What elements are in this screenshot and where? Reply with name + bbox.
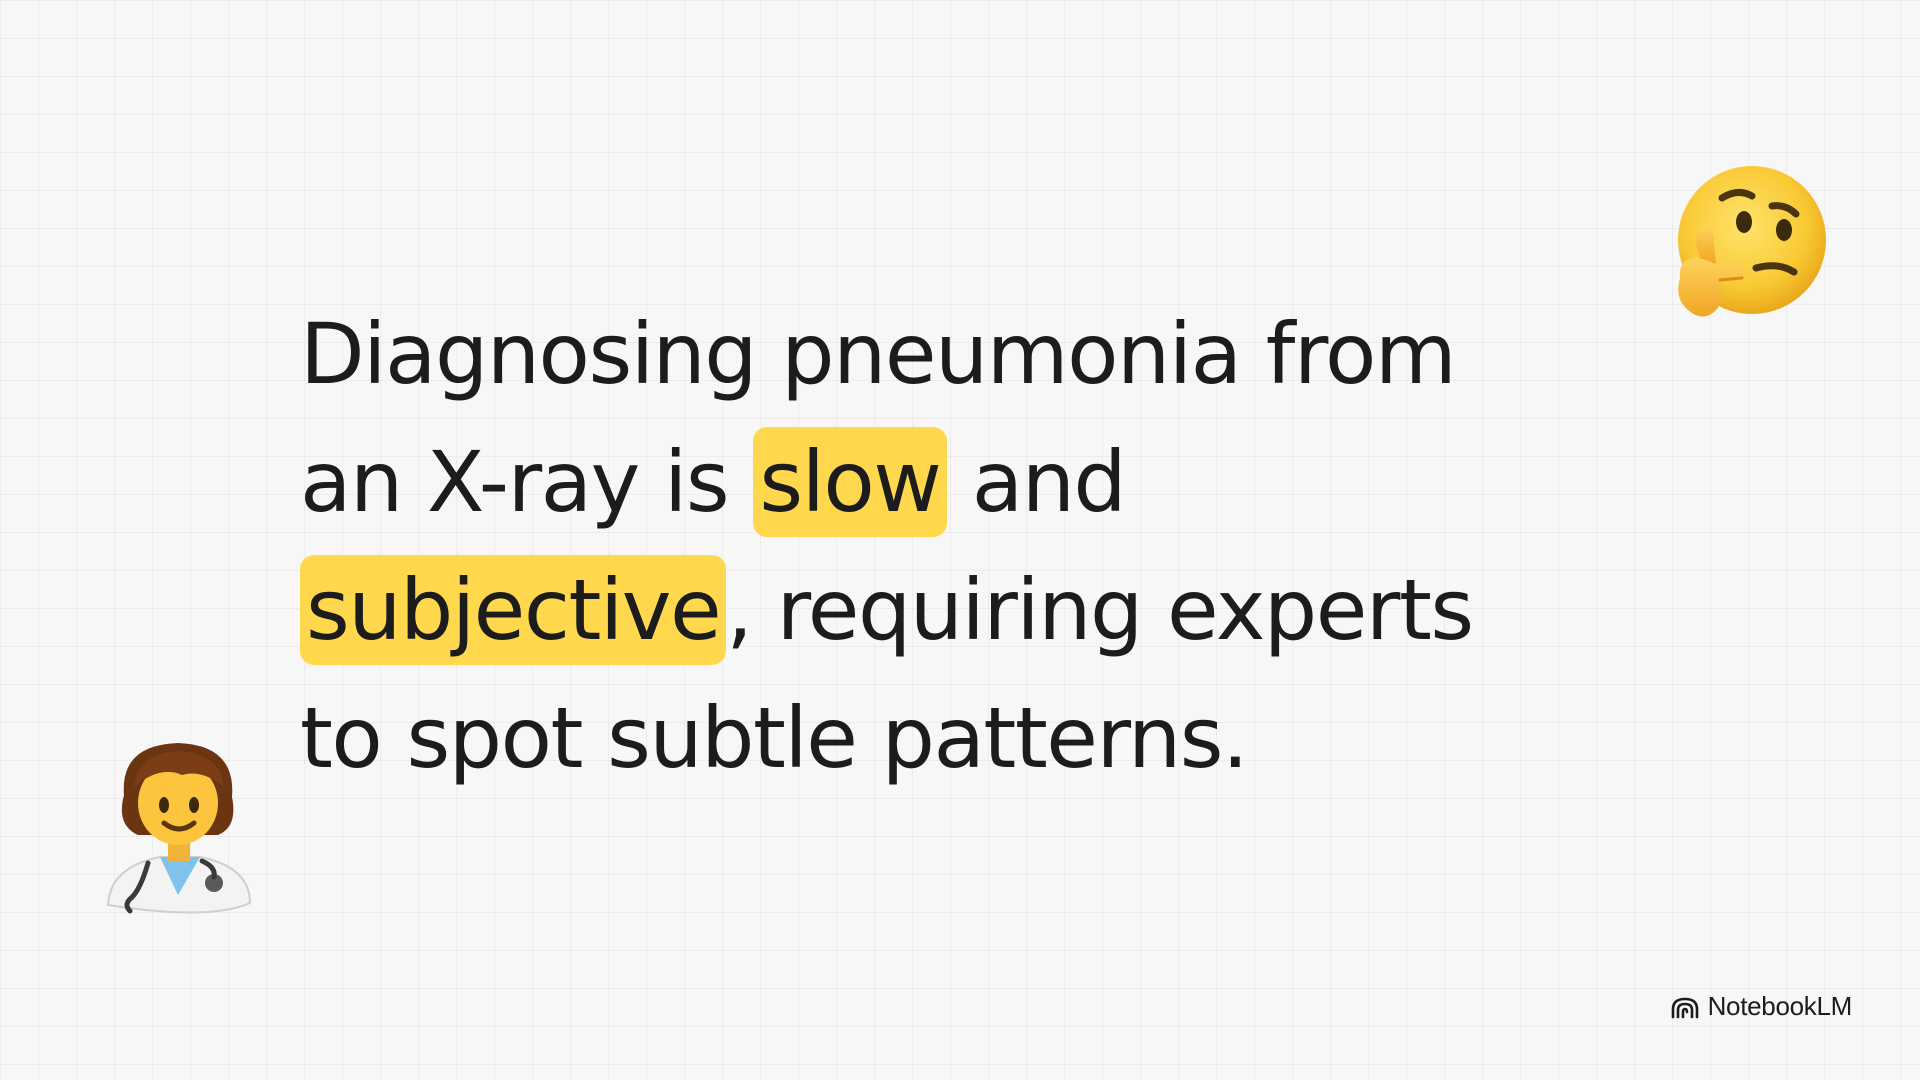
brand-label: NotebookLM	[1707, 991, 1853, 1021]
slide-headline: Diagnosing pneumonia from an X-ray is sl…	[300, 290, 1600, 802]
headline-line-3: subjective, requiring experts	[300, 546, 1600, 674]
thinking-face-icon	[1678, 166, 1826, 317]
headline-text: and	[946, 433, 1127, 531]
headline-text: Diagnosing pneumonia from	[300, 305, 1457, 403]
highlight-slow: slow	[753, 427, 947, 537]
brand-watermark: NotebookLM	[1670, 991, 1852, 1022]
headline-line-2: an X-ray is slow and	[300, 418, 1600, 546]
headline-text: to spot subtle patterns.	[300, 689, 1249, 787]
headline-line-4: to spot subtle patterns.	[300, 674, 1600, 802]
headline-text: an X-ray is	[300, 433, 754, 531]
notebooklm-logo-icon	[1671, 997, 1698, 1018]
health-worker-icon	[106, 743, 252, 914]
headline-line-1: Diagnosing pneumonia from	[300, 290, 1600, 418]
highlight-subjective: subjective	[300, 555, 727, 665]
headline-text: , requiring experts	[726, 561, 1474, 659]
